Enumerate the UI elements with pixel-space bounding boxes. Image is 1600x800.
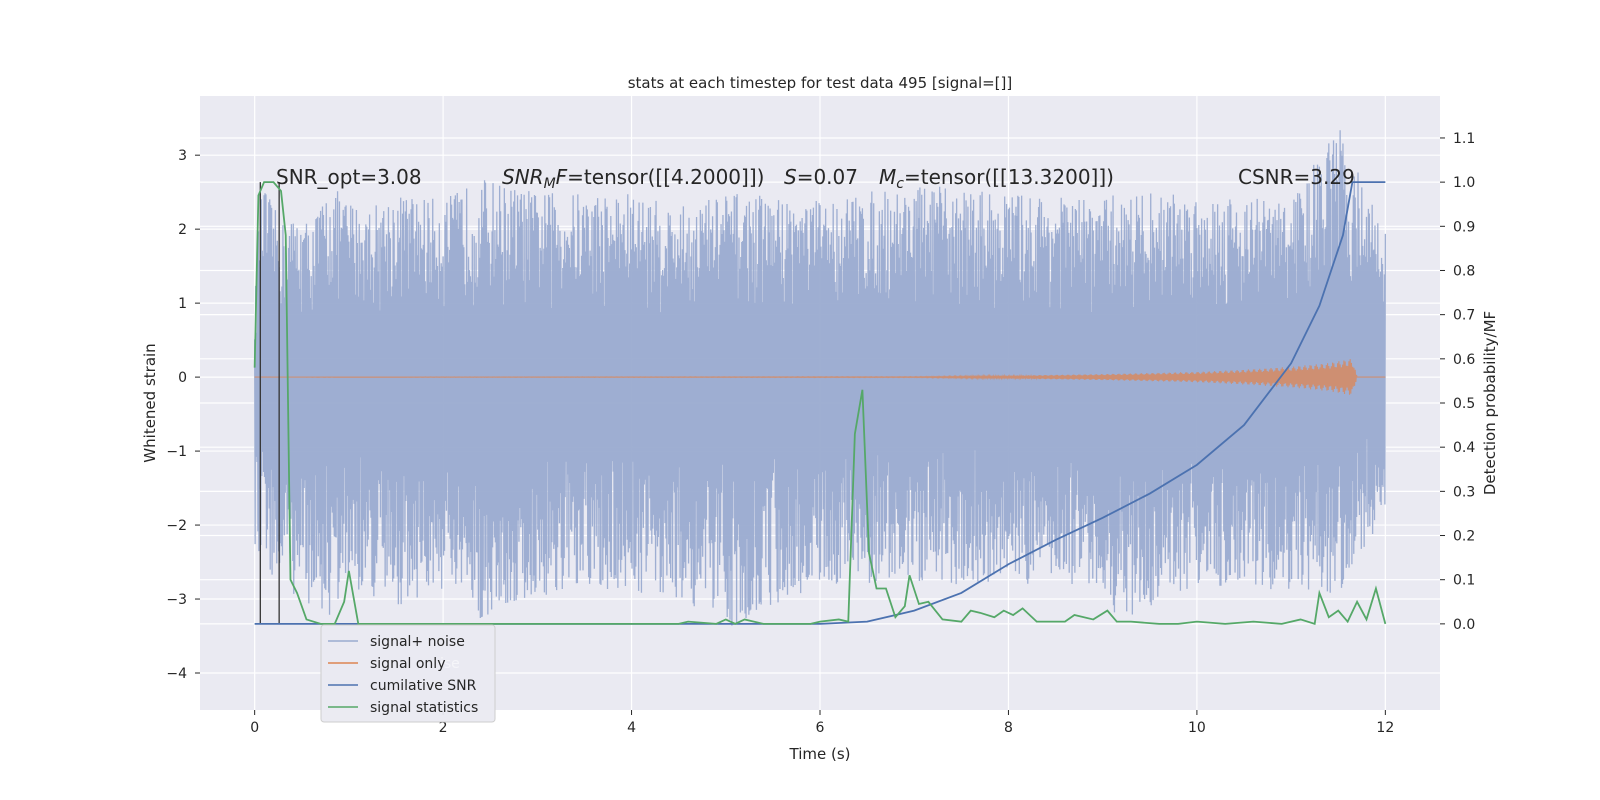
legend-box <box>320 624 496 723</box>
y-right-tick-label: 0.9 <box>1453 219 1475 235</box>
y-right-tick-label: 1.1 <box>1453 131 1475 147</box>
y-axis-label-right: Detection probability/MF <box>1481 311 1499 495</box>
chart-title: stats at each timestep for test data 495… <box>628 74 1013 92</box>
y-right-tick-label: 0.2 <box>1453 529 1475 545</box>
series-signal-statistics-line <box>253 181 1387 626</box>
x-tick-label: 10 <box>1188 720 1206 736</box>
annotation-snr-opt: SNR_opt=3.08 <box>276 165 422 189</box>
y-right-tick-label: 0.0 <box>1453 617 1475 633</box>
y-left-tick-label: −2 <box>166 518 187 534</box>
y-left-tick-label: 1 <box>178 296 187 312</box>
y-right-tick-label: 0.1 <box>1453 573 1475 589</box>
legend: ise signal+ noise signal only cumilative… <box>320 624 496 723</box>
legend-ghost-text: ise <box>440 656 460 672</box>
y-axis-label-left: Whitened strain <box>141 343 159 462</box>
x-tick-label: 0 <box>250 720 259 736</box>
y-right-tick-label: 0.8 <box>1453 263 1475 279</box>
annotation-s: S=0.07 <box>784 165 858 189</box>
x-tick-label: 8 <box>1004 720 1013 736</box>
y-left-tick-label: 0 <box>178 370 187 386</box>
series-cumilative-snr-line <box>254 181 1386 625</box>
y-left-tick-label: 2 <box>178 222 187 238</box>
y-left-tick-label: −4 <box>166 666 187 682</box>
series-signal-only-line <box>254 359 1386 395</box>
x-tick-label: 2 <box>439 720 448 736</box>
y-right-tick-label: 0.4 <box>1453 440 1475 456</box>
y-right-tick-label: 1.0 <box>1453 175 1475 191</box>
annotation-snr-mf: SNRMF=tensor([[4.2000]]) <box>502 165 764 192</box>
legend-label-signal-statistics: signal statistics <box>370 700 478 716</box>
y-right-tick-label: 0.3 <box>1453 484 1475 500</box>
y-left-tick-label: −1 <box>166 444 187 460</box>
annotation-csnr: CSNR=3.29 <box>1238 165 1355 189</box>
legend-label-cumilative-snr: cumilative SNR <box>370 678 477 694</box>
ticks: 0 2 4 6 8 10 123210−1−2−3−41.11.00.90.80.70.60… <box>166 131 1475 736</box>
x-tick-label: 12 <box>1376 720 1394 736</box>
y-left-tick-label: −3 <box>166 592 187 608</box>
y-right-tick-label: 0.5 <box>1453 396 1475 412</box>
x-tick-label: 6 <box>816 720 825 736</box>
series-layer <box>253 130 1387 626</box>
legend-label-signal-noise: signal+ noise <box>370 634 465 650</box>
y-left-tick-label: 3 <box>178 148 187 164</box>
y-right-tick-label: 0.6 <box>1453 352 1475 368</box>
legend-label-signal-only: signal only <box>370 656 445 672</box>
x-tick-label: 4 <box>627 720 636 736</box>
x-axis-label: Time (s) <box>789 745 851 763</box>
y-right-tick-label: 0.7 <box>1453 308 1475 324</box>
annotation-mc: Mc=tensor([[13.3200]]) <box>879 165 1114 192</box>
series-signal-noise-line <box>254 130 1386 626</box>
